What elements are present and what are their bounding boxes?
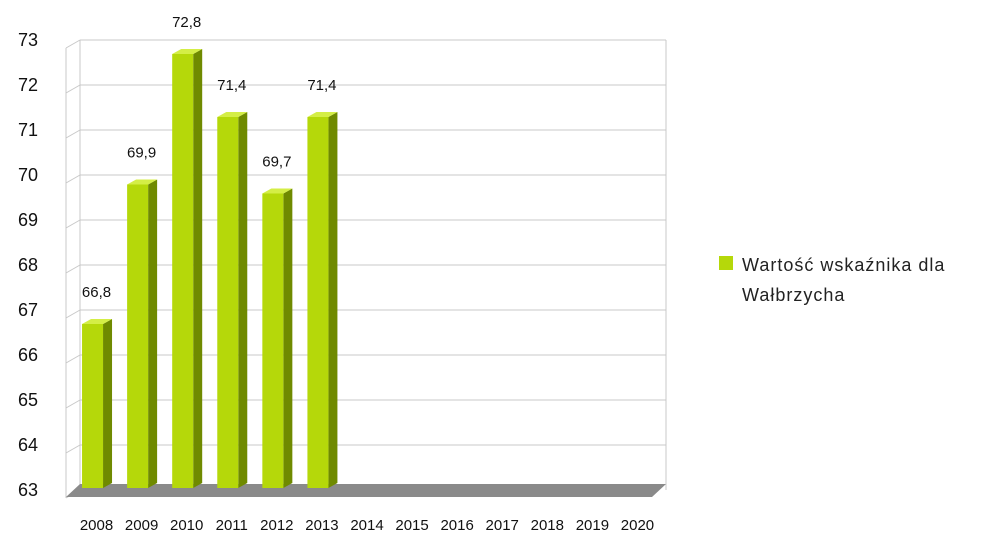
- y-tick-label: 66: [18, 345, 38, 365]
- data-label: 69,7: [262, 154, 291, 171]
- side-wall-line: [65, 219, 81, 229]
- bar-front: [82, 324, 104, 488]
- side-wall-line: [65, 129, 81, 139]
- bar-top: [172, 49, 203, 54]
- x-tick-label: 2010: [170, 517, 203, 533]
- x-tick-label: 2013: [305, 517, 338, 533]
- y-axis-ticks: 63 64 65 66 67 68 69 70 71 72 73: [18, 30, 38, 500]
- side-wall-line: [65, 264, 81, 274]
- legend: Wartość wskaźnika dla Wałbrzycha: [719, 255, 945, 305]
- side-wall-line: [65, 174, 81, 184]
- x-tick-label: 2011: [216, 517, 248, 533]
- x-tick-label: 2014: [350, 517, 383, 533]
- bars-layer: [82, 49, 338, 488]
- y-tick-label: 69: [18, 210, 38, 230]
- data-labels-layer: 66,8 69,9 72,8 71,4 69,7 71,4: [82, 14, 337, 301]
- data-label: 71,4: [217, 77, 246, 94]
- legend-swatch: [719, 256, 733, 270]
- bar-side: [148, 179, 158, 488]
- x-axis-ticks: 2008 2009 2010 2011 2012 2013 2014 2015 2016 2017…: [80, 517, 654, 533]
- side-wall-line: [65, 399, 81, 409]
- data-label: 66,8: [82, 284, 111, 301]
- bar: [172, 49, 203, 488]
- side-wall-line: [65, 39, 81, 49]
- bar: [217, 112, 248, 488]
- x-tick-label: 2020: [621, 517, 654, 533]
- x-tick-label: 2015: [395, 517, 428, 533]
- x-tick-label: 2018: [531, 517, 564, 533]
- bar-top: [262, 188, 293, 194]
- bar-top: [217, 112, 248, 117]
- y-tick-label: 63: [18, 480, 38, 500]
- x-tick-label: 2017: [486, 517, 519, 533]
- y-tick-label: 72: [18, 75, 38, 95]
- legend-label-line-1: Wartość wskaźnika dla: [742, 255, 945, 275]
- data-label: 71,4: [307, 77, 336, 94]
- x-tick-label: 2019: [576, 517, 609, 533]
- data-label: 69,9: [127, 145, 156, 162]
- x-tick-label: 2009: [125, 517, 158, 533]
- y-tick-label: 70: [18, 165, 38, 185]
- y-tick-label: 71: [18, 120, 38, 140]
- bar-front: [217, 117, 239, 488]
- y-tick-label: 67: [18, 300, 38, 320]
- y-tick-label: 65: [18, 390, 38, 410]
- side-wall-line: [65, 309, 81, 319]
- x-tick-label: 2012: [260, 517, 293, 533]
- data-label: 72,8: [172, 14, 201, 31]
- bar-side: [103, 319, 113, 488]
- x-tick-label: 2008: [80, 517, 113, 533]
- bar-side: [283, 188, 293, 488]
- chart-floor: [66, 484, 666, 497]
- bar: [307, 112, 338, 488]
- bar-front: [172, 54, 194, 488]
- bar-side: [238, 112, 248, 488]
- side-wall-line: [65, 354, 81, 364]
- x-tick-label: 2016: [440, 517, 473, 533]
- bar-front: [127, 184, 149, 488]
- bar: [82, 319, 113, 488]
- side-wall-line: [65, 444, 81, 454]
- bar-front: [307, 117, 329, 488]
- y-tick-label: 64: [18, 435, 38, 455]
- legend-label-line-2: Wałbrzycha: [742, 285, 845, 305]
- bar: [127, 179, 158, 488]
- chart-floor-plane: [66, 484, 666, 497]
- y-tick-label: 68: [18, 255, 38, 275]
- bar-top: [127, 179, 158, 185]
- bar-top: [307, 112, 338, 117]
- bar-front: [262, 193, 284, 488]
- bar-side: [328, 112, 338, 488]
- bar-side: [193, 49, 203, 488]
- bar-top: [82, 319, 113, 324]
- side-wall-line: [65, 84, 81, 94]
- bar: [262, 188, 293, 488]
- y-tick-label: 73: [18, 30, 38, 50]
